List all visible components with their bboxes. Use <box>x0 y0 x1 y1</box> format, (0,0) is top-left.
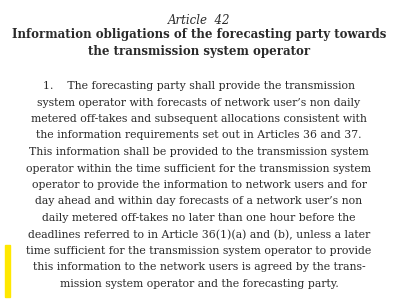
Text: operator to provide the information to network users and for: operator to provide the information to n… <box>31 180 367 190</box>
Text: mission system operator and the forecasting party.: mission system operator and the forecast… <box>60 279 338 289</box>
Text: system operator with forecasts of network user’s non daily: system operator with forecasts of networ… <box>37 98 361 107</box>
Text: This information shall be provided to the transmission system: This information shall be provided to th… <box>29 147 369 157</box>
Bar <box>5 245 10 297</box>
Text: operator within the time sufficient for the transmission system: operator within the time sufficient for … <box>27 163 371 174</box>
Text: metered off-takes and subsequent allocations consistent with: metered off-takes and subsequent allocat… <box>31 114 367 124</box>
Text: daily metered off-takes no later than one hour before the: daily metered off-takes no later than on… <box>42 213 356 223</box>
Text: day ahead and within day forecasts of a network user’s non: day ahead and within day forecasts of a … <box>35 196 363 207</box>
Text: the information requirements set out in Articles 36 and 37.: the information requirements set out in … <box>36 130 362 140</box>
Text: Information obligations of the forecasting party towards
the transmission system: Information obligations of the forecasti… <box>12 28 386 58</box>
Text: this information to the network users is agreed by the trans-: this information to the network users is… <box>33 263 365 273</box>
Text: 1.    The forecasting party shall provide the transmission: 1. The forecasting party shall provide t… <box>43 81 355 91</box>
Text: Article  42: Article 42 <box>168 14 230 27</box>
Text: time sufficient for the transmission system operator to provide: time sufficient for the transmission sys… <box>26 246 372 256</box>
Text: deadlines referred to in Article 36(1)(a) and (b), unless a later: deadlines referred to in Article 36(1)(a… <box>28 230 370 240</box>
